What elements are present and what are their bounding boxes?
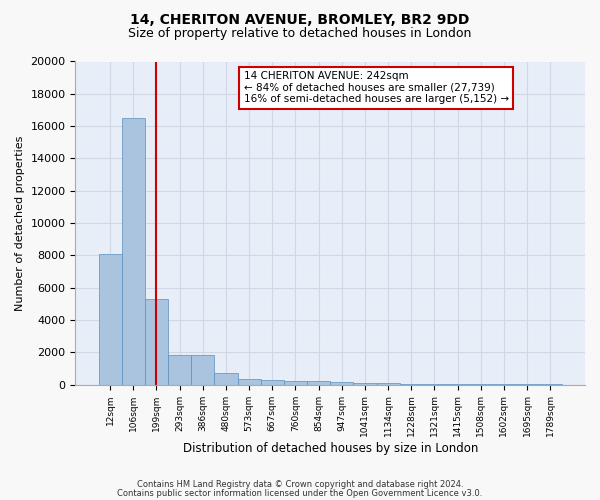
Bar — [168, 354, 191, 384]
Text: Contains HM Land Registry data © Crown copyright and database right 2024.: Contains HM Land Registry data © Crown c… — [137, 480, 463, 489]
Text: 14 CHERITON AVENUE: 242sqm
← 84% of detached houses are smaller (27,739)
16% of : 14 CHERITON AVENUE: 242sqm ← 84% of deta… — [244, 71, 509, 104]
Bar — [307, 382, 330, 384]
Text: Size of property relative to detached houses in London: Size of property relative to detached ho… — [128, 28, 472, 40]
Bar — [122, 118, 145, 384]
Text: 14, CHERITON AVENUE, BROMLEY, BR2 9DD: 14, CHERITON AVENUE, BROMLEY, BR2 9DD — [130, 12, 470, 26]
Bar — [284, 381, 307, 384]
Bar — [98, 254, 122, 384]
Bar — [353, 383, 377, 384]
Bar — [261, 380, 284, 384]
Bar — [330, 382, 353, 384]
X-axis label: Distribution of detached houses by size in London: Distribution of detached houses by size … — [182, 442, 478, 455]
Bar — [214, 374, 238, 384]
Text: Contains public sector information licensed under the Open Government Licence v3: Contains public sector information licen… — [118, 488, 482, 498]
Y-axis label: Number of detached properties: Number of detached properties — [15, 136, 25, 310]
Bar — [145, 299, 168, 384]
Bar — [238, 379, 261, 384]
Bar — [191, 354, 214, 384]
